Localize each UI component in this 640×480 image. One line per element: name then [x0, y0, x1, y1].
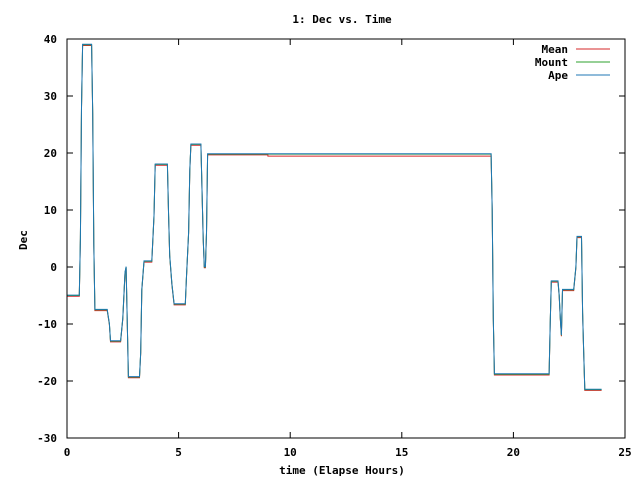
- legend-label: Mount: [535, 56, 568, 69]
- plot-frame: [66, 38, 626, 439]
- axis-ticks: 0 5 10 15 20 25 -30 -20 -10 0 10 20 30 40: [37, 33, 632, 459]
- y-axis-label: Dec: [17, 230, 30, 250]
- y-tick-label: 30: [44, 90, 57, 103]
- x-tick-label: 25: [618, 446, 631, 459]
- series-line-ape: [67, 43, 602, 390]
- legend-label: Ape: [548, 69, 568, 82]
- series-lines: [67, 43, 602, 391]
- y-tick-label: 10: [44, 204, 57, 217]
- chart-title: 1: Dec vs. Time: [292, 13, 392, 26]
- x-tick-label: 5: [175, 446, 182, 459]
- y-tick-label: -20: [37, 375, 57, 388]
- x-tick-label: 20: [507, 446, 520, 459]
- y-tick-label: 0: [50, 261, 57, 274]
- x-tick-label: 10: [284, 446, 297, 459]
- y-tick-label: -10: [37, 318, 57, 331]
- legend-label: Mean: [542, 43, 569, 56]
- y-tick-label: -30: [37, 432, 57, 445]
- x-axis-label: time (Elapse Hours): [279, 464, 405, 477]
- x-tick-label: 15: [395, 446, 408, 459]
- y-tick-label: 40: [44, 33, 57, 46]
- y-tick-label: 20: [44, 147, 57, 160]
- x-tick-label: 0: [64, 446, 71, 459]
